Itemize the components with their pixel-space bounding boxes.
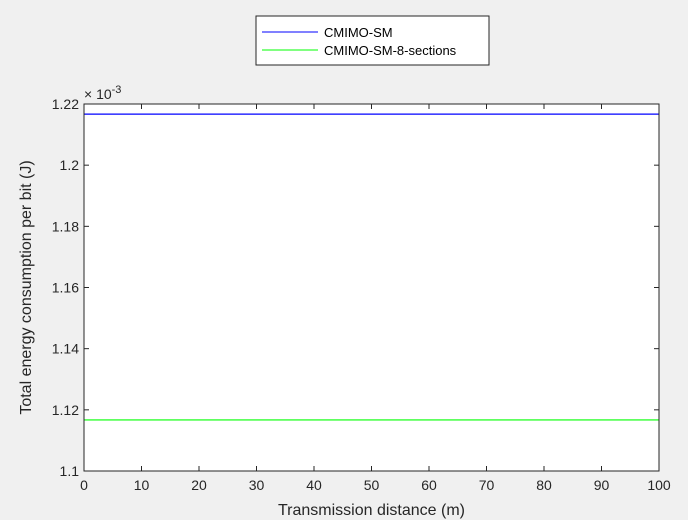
plot-border xyxy=(83,103,660,472)
y-tick-label: 1.16 xyxy=(52,280,79,296)
legend: CMIMO-SM CMIMO-SM-8-sections xyxy=(255,15,490,66)
y-tick-label: 1.1 xyxy=(60,463,80,479)
y-tick-label: 1.14 xyxy=(52,341,79,357)
x-tick-label: 90 xyxy=(594,477,610,493)
x-tick-label: 20 xyxy=(191,477,207,493)
y-tick-label: 1.2 xyxy=(60,157,80,173)
y-exponent-base: × 10 xyxy=(84,86,112,102)
legend-box xyxy=(255,15,490,66)
legend-label-cmimo-sm-8-sections: CMIMO-SM-8-sections xyxy=(324,43,457,58)
x-tick-label: 30 xyxy=(249,477,265,493)
series-layer xyxy=(84,113,659,421)
x-tick-label: 50 xyxy=(364,477,380,493)
x-axis-label: Transmission distance (m) xyxy=(278,502,465,519)
y-exponent-label: × 10-3 xyxy=(84,84,121,102)
ticks-layer: 0 10 20 30 40 50 60 70 80 90 100 1.1 1.12 1.14 1.16 1.1… xyxy=(52,96,671,493)
y-tick-label: 1.18 xyxy=(52,218,79,234)
x-tick-label: 100 xyxy=(647,477,671,493)
y-tick-label: 1.22 xyxy=(52,96,79,112)
y-tick-label: 1.12 xyxy=(52,402,79,418)
y-axis-label: Total energy consumption per bit (J) xyxy=(18,160,35,414)
x-tick-label: 10 xyxy=(134,477,150,493)
x-tick-label: 40 xyxy=(306,477,322,493)
x-tick-label: 70 xyxy=(479,477,495,493)
legend-label-cmimo-sm: CMIMO-SM xyxy=(324,25,393,40)
plot-area xyxy=(84,104,659,471)
x-tick-label: 60 xyxy=(421,477,437,493)
x-tick-label: 0 xyxy=(80,477,88,493)
x-tick-label: 80 xyxy=(536,477,552,493)
y-exponent-power: -3 xyxy=(112,84,122,96)
